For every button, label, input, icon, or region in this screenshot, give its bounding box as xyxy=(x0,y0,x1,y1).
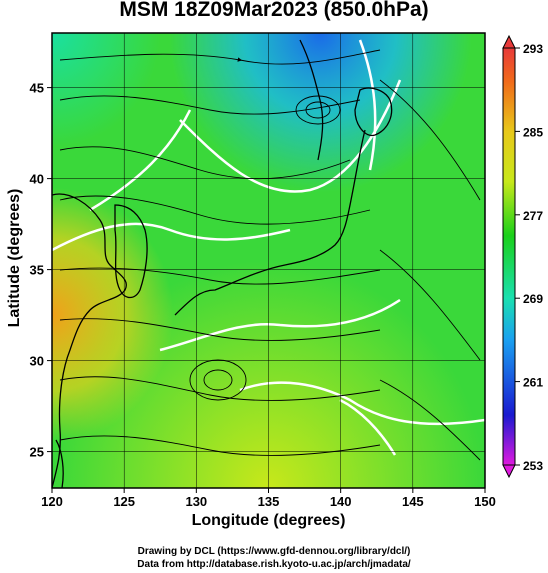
isotherm-line xyxy=(339,398,397,456)
y-axis-label: Latitude (degrees) xyxy=(6,188,23,328)
colorbar-tick-label: 253 xyxy=(523,459,543,473)
colorbar-tick-label: 293 xyxy=(523,42,543,56)
coastline-korea xyxy=(114,204,148,299)
coastline-china xyxy=(52,193,127,488)
credit-data-source: Data from http://database.rish.kyoto-u.a… xyxy=(137,559,411,570)
colorbar-max-arrow xyxy=(502,34,516,49)
credit-drawing: Drawing by DCL (https://www.gfd-dennou.o… xyxy=(137,546,411,557)
y-tick-label: 30 xyxy=(30,354,44,369)
colorbar-tick-label: 269 xyxy=(523,292,543,306)
x-tick-label: 130 xyxy=(185,494,207,509)
streamline-vortex xyxy=(203,369,233,391)
isotherm-line xyxy=(179,79,402,193)
map-title: MSM 18Z09Mar2023 (850.0hPa) xyxy=(119,0,429,21)
x-axis: 120 125 130 135 140 145 150 xyxy=(41,488,496,509)
isotherm-line xyxy=(159,298,401,352)
coastline-hokkaido xyxy=(354,87,393,137)
colorbar: 293 285 277 269 261 253 xyxy=(502,34,543,479)
colorbar-tick-label: 285 xyxy=(523,125,543,139)
y-tick-label: 35 xyxy=(30,263,44,278)
colorbar-tick-label: 277 xyxy=(523,209,543,223)
streamline xyxy=(59,376,381,401)
coastline-taiwan xyxy=(55,439,64,488)
y-tick-label: 40 xyxy=(30,172,44,187)
colorbar-ticks: 293 285 277 269 261 253 xyxy=(515,42,543,473)
x-axis-label: Longitude (degrees) xyxy=(191,512,346,529)
streamline xyxy=(379,249,481,361)
y-tick-label: 25 xyxy=(30,445,44,460)
isotherm-line xyxy=(89,109,192,212)
streamline xyxy=(379,379,481,461)
streamline-vortex xyxy=(295,95,341,125)
streamline xyxy=(59,318,381,341)
streamline xyxy=(59,146,351,180)
colorbar-tick-label: 261 xyxy=(523,376,543,390)
streamline-vortex xyxy=(305,101,331,119)
map-plot-area xyxy=(52,33,485,488)
streamline xyxy=(379,79,481,201)
streamline xyxy=(59,49,381,65)
streamline xyxy=(59,95,361,115)
streamline xyxy=(59,267,381,285)
isotherm-line xyxy=(52,222,291,252)
streamline xyxy=(59,195,371,225)
coastlines xyxy=(52,39,393,488)
streamline-vortex xyxy=(189,359,247,401)
isotherm-line xyxy=(239,381,485,426)
y-axis: 25 30 35 40 45 xyxy=(30,81,52,460)
coastline-japan xyxy=(174,129,366,316)
colorbar-gradient xyxy=(502,47,516,466)
x-tick-label: 120 xyxy=(41,494,63,509)
streamline xyxy=(59,435,381,456)
y-tick-label: 45 xyxy=(30,81,44,96)
map-grid xyxy=(52,33,485,488)
x-tick-label: 140 xyxy=(330,494,352,509)
coastline-sakhalin xyxy=(299,39,324,161)
x-tick-label: 125 xyxy=(113,494,135,509)
streamlines xyxy=(59,49,481,461)
colorbar-min-arrow xyxy=(502,464,516,479)
x-tick-label: 145 xyxy=(402,494,424,509)
x-tick-label: 150 xyxy=(474,494,496,509)
x-tick-label: 135 xyxy=(258,494,280,509)
